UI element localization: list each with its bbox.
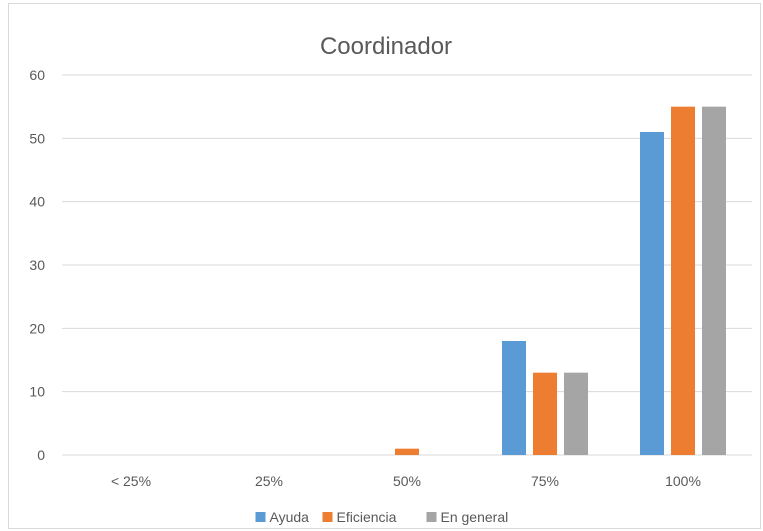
legend-swatch — [426, 512, 437, 522]
y-tick-label: 20 — [29, 320, 45, 336]
bar — [564, 372, 588, 455]
y-tick-label: 30 — [29, 257, 45, 273]
legend-label: Ayuda — [270, 509, 310, 525]
legend-label: Eficiencia — [337, 509, 397, 525]
y-tick-label: 10 — [29, 384, 45, 400]
y-tick-label: 0 — [37, 447, 45, 463]
bar — [671, 106, 695, 456]
x-tick-label: < 25% — [111, 473, 151, 489]
bars — [395, 106, 726, 456]
x-tick-label: 75% — [531, 473, 559, 489]
legend: Ayuda Eficiencia En general — [255, 509, 509, 525]
chart-title: Coordinador — [320, 33, 452, 60]
bar — [533, 372, 557, 455]
x-axis-ticks: < 25% 25% 50% 75% 100% — [111, 473, 701, 489]
bar — [640, 132, 664, 455]
x-tick-label: 25% — [255, 473, 283, 489]
chart-frame — [8, 3, 761, 529]
gridlines — [62, 74, 752, 456]
y-tick-label: 40 — [29, 194, 45, 210]
x-tick-label: 100% — [665, 473, 701, 489]
y-tick-label: 50 — [29, 130, 45, 146]
x-tick-label: 50% — [393, 473, 421, 489]
bar — [395, 448, 419, 455]
legend-label: En general — [441, 509, 509, 525]
legend-swatch — [322, 512, 333, 522]
y-tick-label: 60 — [29, 67, 45, 83]
bar — [502, 341, 526, 455]
bar — [702, 106, 726, 456]
y-axis-ticks: 0 10 20 30 40 50 60 — [29, 67, 45, 463]
legend-swatch — [255, 512, 266, 522]
